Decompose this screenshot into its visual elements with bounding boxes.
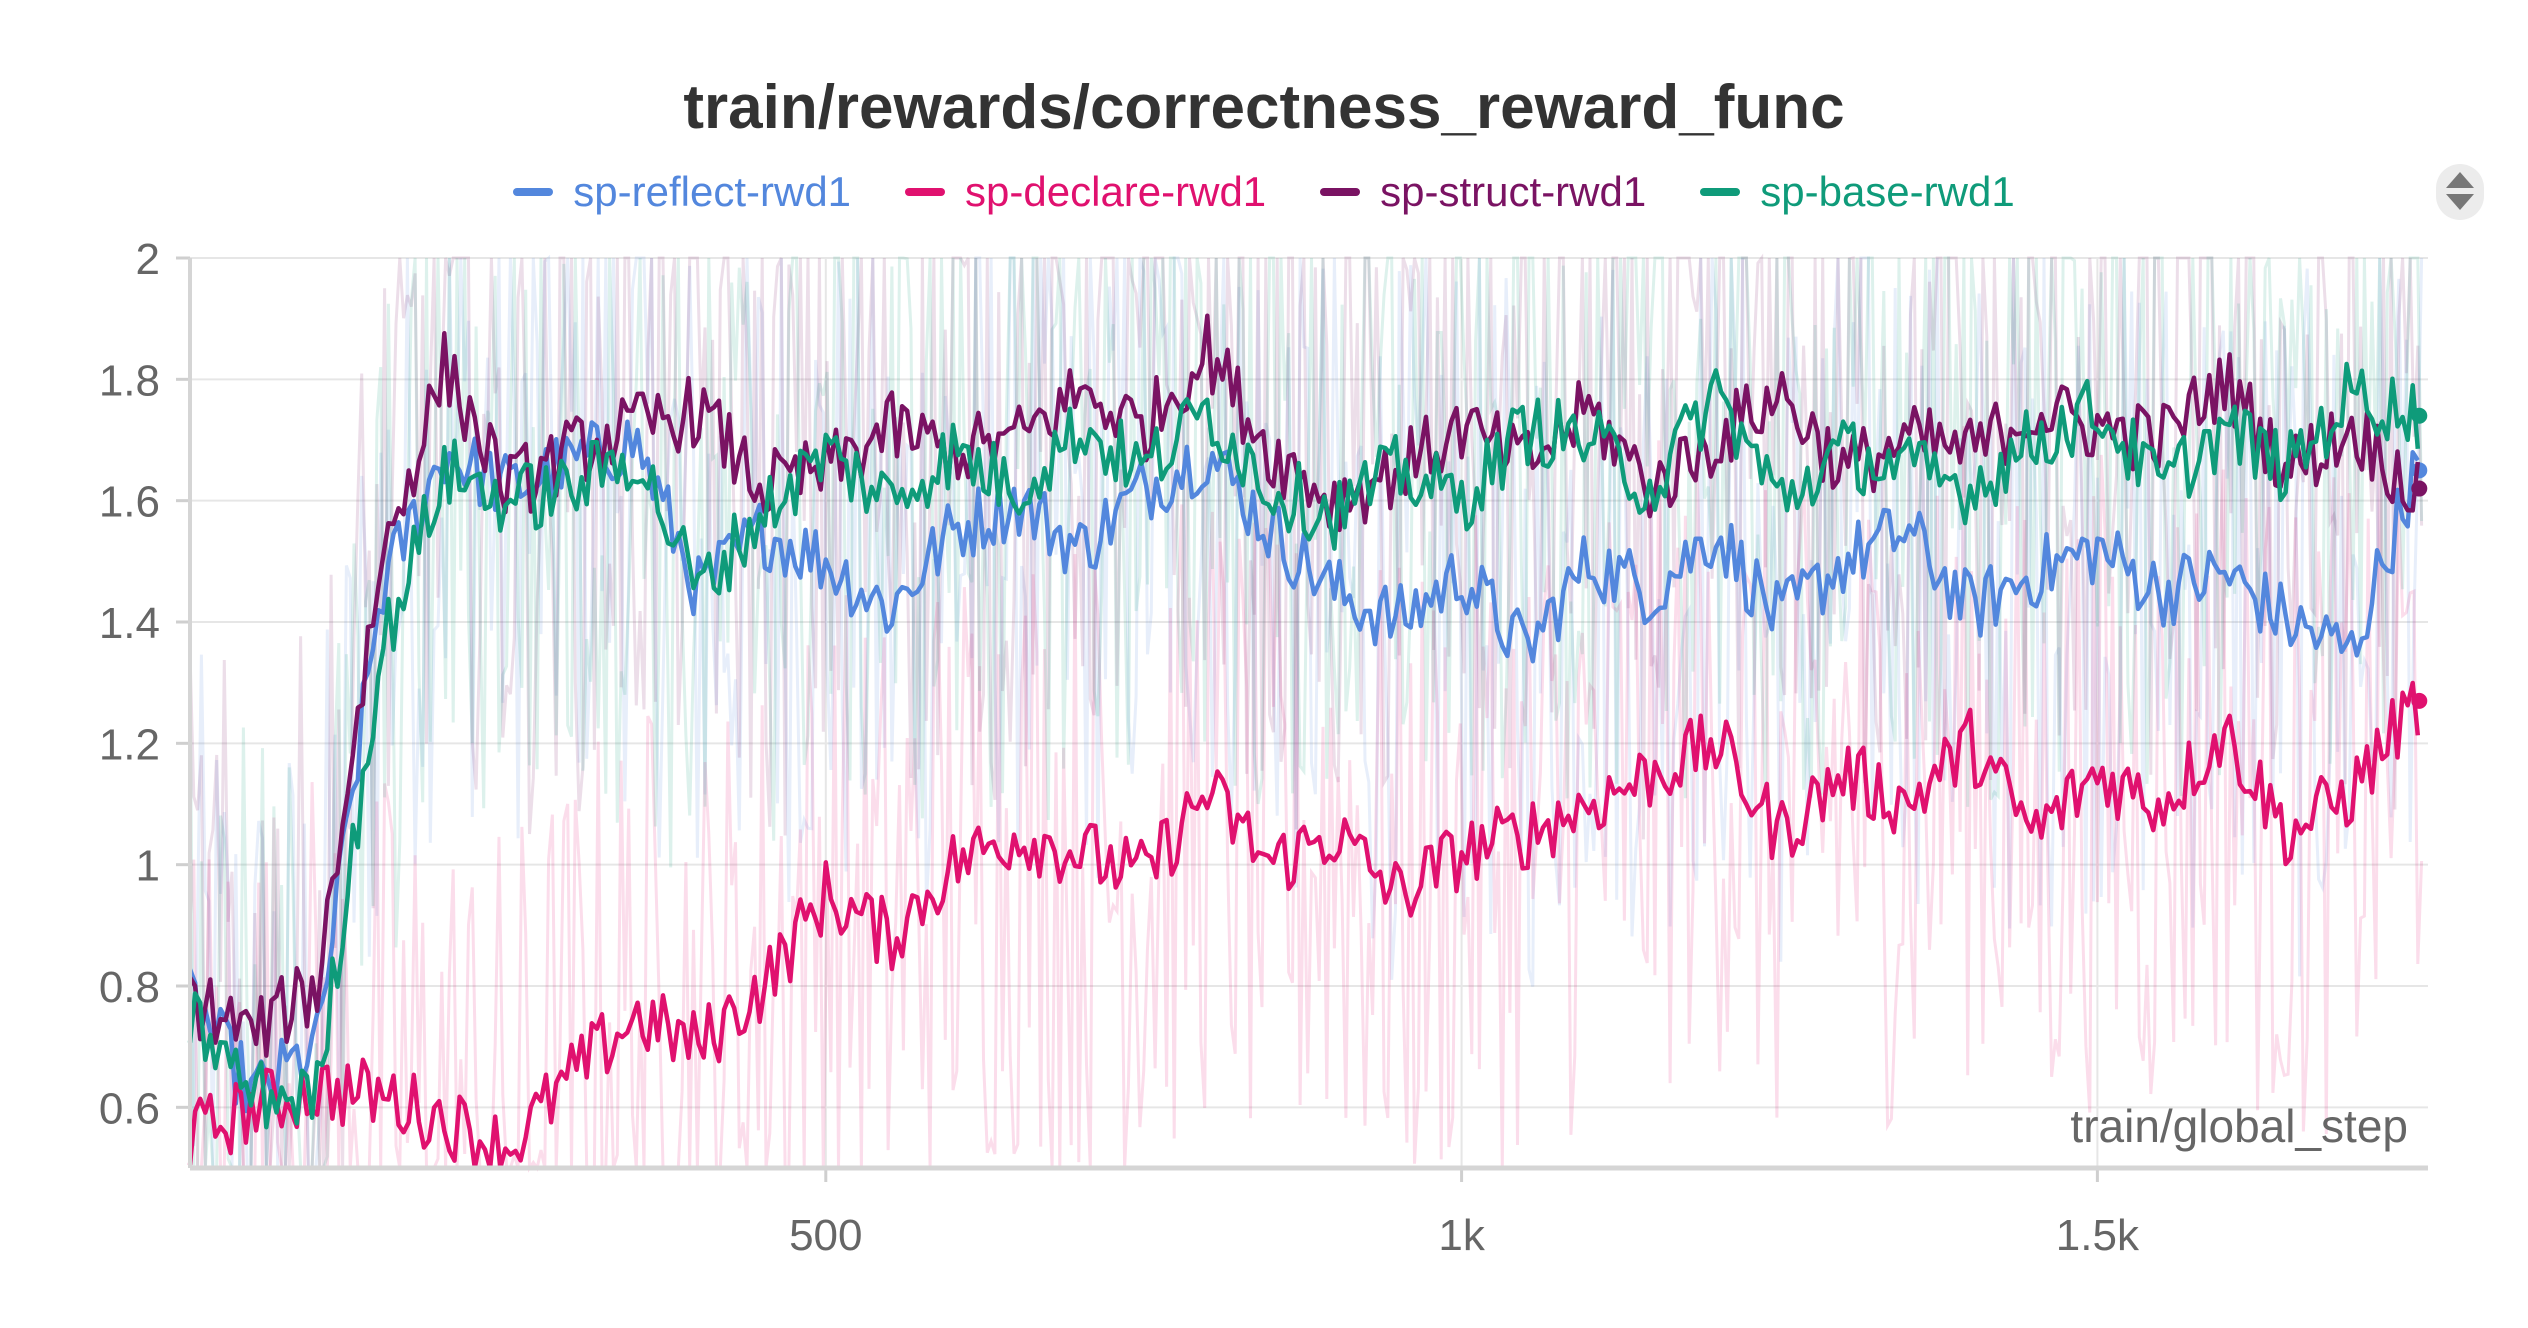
legend-item-struct[interactable]: sp-struct-rwd1 [1320,168,1646,216]
legend-swatch-reflect [513,188,554,196]
legend-label-reflect: sp-reflect-rwd1 [573,168,852,215]
legend-item-reflect[interactable]: sp-reflect-rwd1 [513,168,851,216]
legend-label-struct: sp-struct-rwd1 [1380,168,1647,215]
legend-swatch-declare [905,188,946,196]
legend-label-base: sp-base-rwd1 [1760,168,2015,215]
chevron-up-icon[interactable] [2446,172,2474,188]
series-raw-sp-struct-rwd1 [188,253,2424,1170]
legend: sp-reflect-rwd1 sp-declare-rwd1 sp-struc… [0,168,2528,216]
series-raw-sp-declare-rwd1 [188,421,2424,1173]
y-tick-label: 1.4 [99,599,160,648]
x-axis-label: train/global_step [2070,1100,2408,1152]
series-line-sp-struct-rwd1[interactable] [188,313,2421,1058]
x-tick-label: 1k [1438,1211,1485,1260]
series-raw-sp-base-rwd1 [188,256,2424,1170]
legend-scroll-control[interactable] [2436,164,2484,220]
series-line-sp-base-rwd1[interactable] [187,361,2421,1130]
series-endpoint-sp-base-rwd1 [2411,407,2428,424]
legend-label-declare: sp-declare-rwd1 [965,168,1267,215]
chevron-down-icon[interactable] [2446,194,2474,210]
legend-swatch-base [1700,188,1741,196]
y-tick-label: 2 [136,235,160,284]
y-tick-label: 0.8 [99,963,160,1012]
y-tick-label: 1.8 [99,356,160,405]
legend-item-declare[interactable]: sp-declare-rwd1 [905,168,1266,216]
series-line-sp-declare-rwd1[interactable] [187,680,2421,1171]
y-tick-label: 0.6 [99,1084,160,1133]
legend-swatch-struct [1320,188,1361,196]
legend-item-base[interactable]: sp-base-rwd1 [1700,168,2015,216]
series-endpoint-sp-declare-rwd1 [2411,692,2428,709]
series-endpoint-sp-struct-rwd1 [2411,480,2428,497]
x-tick-label: 1.5k [2056,1211,2140,1260]
series-raw-sp-reflect-rwd1 [188,254,2424,1170]
y-tick-label: 1 [136,842,160,891]
y-tick-label: 1.2 [99,720,160,769]
y-tick-label: 1.6 [99,478,160,527]
chart-title: train/rewards/correctness_reward_func [683,73,1845,142]
x-tick-label: 500 [789,1211,862,1260]
